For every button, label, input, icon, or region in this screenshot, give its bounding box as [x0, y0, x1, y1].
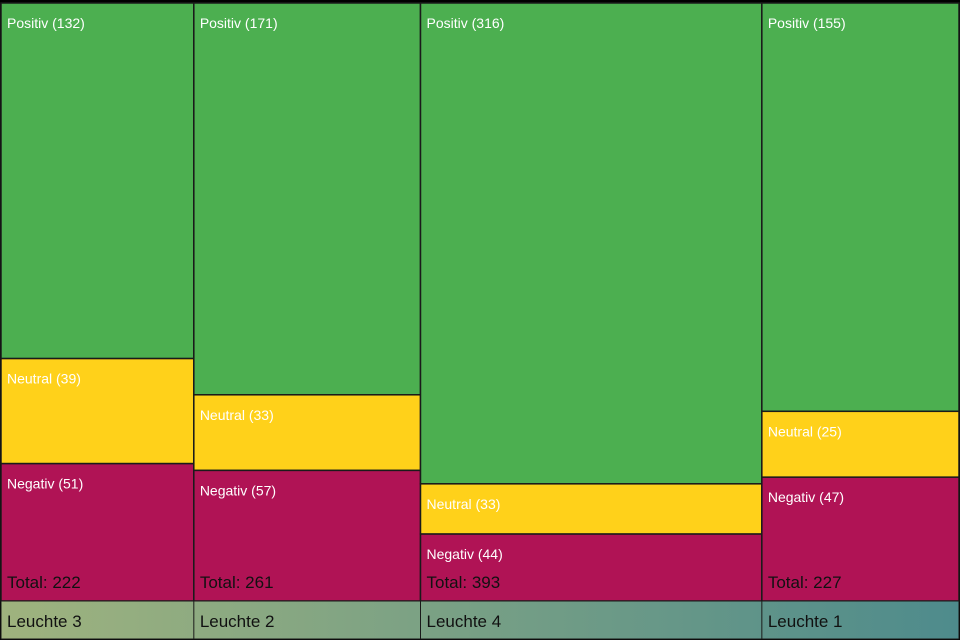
- segment-neutral-2: [193, 394, 422, 472]
- column-total-label-3: Total: 393: [427, 573, 501, 592]
- column-label-4: Leuchte 1: [768, 612, 843, 631]
- segment-label-negativ-2: Negativ (57): [200, 482, 276, 498]
- segment-label-positiv-3: Positiv (316): [427, 15, 505, 31]
- column-total-label-2: Total: 261: [200, 573, 274, 592]
- segment-neutral-4: [761, 410, 960, 478]
- segment-label-neutral-2: Neutral (33): [200, 407, 274, 423]
- segment-positiv-1: [0, 2, 195, 360]
- column-footer: Leuchte 3 Leuchte 2 Leuchte 4 Leuchte 1: [0, 600, 960, 640]
- segment-negativ-2: [193, 469, 422, 602]
- segment-label-negativ-3: Negativ (44): [427, 546, 503, 562]
- segment-positiv-3: [419, 2, 763, 485]
- segment-negativ-1: [0, 462, 195, 602]
- segment-label-neutral-3: Neutral (33): [427, 496, 501, 512]
- segment-label-negativ-4: Negativ (47): [768, 489, 844, 505]
- segment-positiv-4: [761, 2, 960, 413]
- segment-label-neutral-4: Neutral (25): [768, 423, 842, 439]
- segment-negativ-3: [419, 533, 763, 602]
- footer-band: [1, 601, 959, 639]
- column-total-label-1: Total: 222: [7, 573, 81, 592]
- segment-positiv-2: [193, 2, 422, 396]
- column-label-2: Leuchte 2: [200, 612, 275, 631]
- column-label-3: Leuchte 4: [427, 612, 502, 631]
- segment-neutral-1: [0, 357, 195, 465]
- column-total-label-4: Total: 227: [768, 573, 842, 592]
- footer-frame: [0, 600, 960, 640]
- segment-label-positiv-1: Positiv (132): [7, 15, 85, 31]
- segment-label-neutral-1: Neutral (39): [7, 371, 81, 387]
- column-label-1: Leuchte 3: [7, 612, 82, 631]
- segment-label-negativ-1: Negativ (51): [7, 476, 83, 492]
- segment-label-positiv-2: Positiv (171): [200, 15, 278, 31]
- segment-label-positiv-4: Positiv (155): [768, 15, 846, 31]
- segments-layer: Positiv (132) Neutral (39) Negativ (51) Tot…: [0, 2, 960, 602]
